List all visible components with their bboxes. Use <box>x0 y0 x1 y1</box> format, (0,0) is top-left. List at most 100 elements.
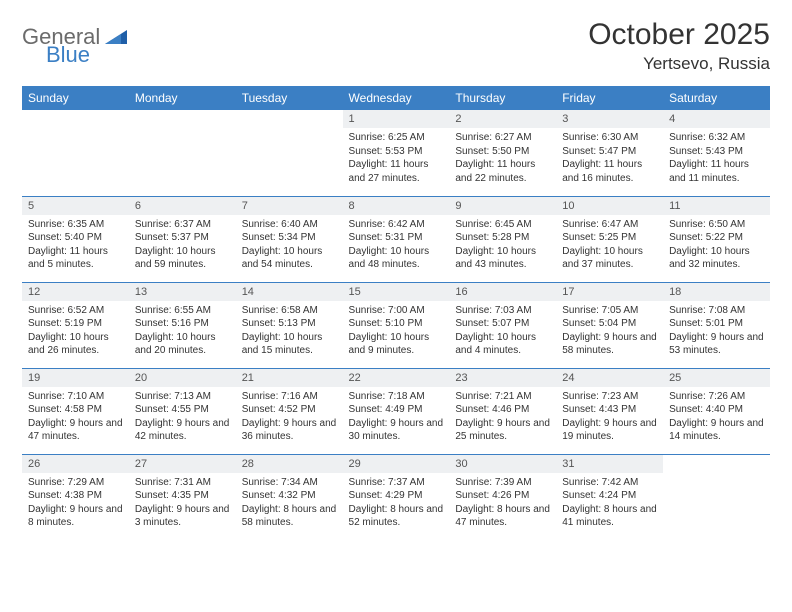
day-number: 17 <box>556 283 663 301</box>
day-data: Sunrise: 6:47 AMSunset: 5:25 PMDaylight:… <box>556 215 663 277</box>
day-header: Monday <box>129 86 236 110</box>
day-number: 26 <box>22 455 129 473</box>
sunrise-text: Sunrise: 6:40 AM <box>242 218 337 232</box>
day-number: 20 <box>129 369 236 387</box>
day-number: 9 <box>449 197 556 215</box>
day-data: Sunrise: 7:34 AMSunset: 4:32 PMDaylight:… <box>236 473 343 535</box>
day-number: 11 <box>663 197 770 215</box>
day-data: Sunrise: 7:29 AMSunset: 4:38 PMDaylight:… <box>22 473 129 535</box>
calendar-cell: 1Sunrise: 6:25 AMSunset: 5:53 PMDaylight… <box>343 110 450 196</box>
sunset-text: Sunset: 4:26 PM <box>455 489 550 503</box>
sunset-text: Sunset: 4:49 PM <box>349 403 444 417</box>
sunrise-text: Sunrise: 6:52 AM <box>28 304 123 318</box>
daylight-text: Daylight: 9 hours and 19 minutes. <box>562 417 657 444</box>
sunrise-text: Sunrise: 6:37 AM <box>135 218 230 232</box>
sunset-text: Sunset: 4:35 PM <box>135 489 230 503</box>
calendar-cell <box>22 110 129 196</box>
sunrise-text: Sunrise: 7:34 AM <box>242 476 337 490</box>
sunrise-text: Sunrise: 6:42 AM <box>349 218 444 232</box>
day-data: Sunrise: 6:32 AMSunset: 5:43 PMDaylight:… <box>663 128 770 190</box>
calendar-cell: 4Sunrise: 6:32 AMSunset: 5:43 PMDaylight… <box>663 110 770 196</box>
calendar-cell: 8Sunrise: 6:42 AMSunset: 5:31 PMDaylight… <box>343 196 450 282</box>
day-data: Sunrise: 7:13 AMSunset: 4:55 PMDaylight:… <box>129 387 236 449</box>
daylight-text: Daylight: 8 hours and 41 minutes. <box>562 503 657 530</box>
day-number: 28 <box>236 455 343 473</box>
day-number: 14 <box>236 283 343 301</box>
sunrise-text: Sunrise: 6:30 AM <box>562 131 657 145</box>
calendar-cell: 18Sunrise: 7:08 AMSunset: 5:01 PMDayligh… <box>663 282 770 368</box>
daylight-text: Daylight: 11 hours and 11 minutes. <box>669 158 764 185</box>
calendar-cell: 28Sunrise: 7:34 AMSunset: 4:32 PMDayligh… <box>236 454 343 540</box>
sunset-text: Sunset: 5:22 PM <box>669 231 764 245</box>
sunrise-text: Sunrise: 6:50 AM <box>669 218 764 232</box>
calendar-cell: 30Sunrise: 7:39 AMSunset: 4:26 PMDayligh… <box>449 454 556 540</box>
day-number: 5 <box>22 197 129 215</box>
day-data: Sunrise: 7:37 AMSunset: 4:29 PMDaylight:… <box>343 473 450 535</box>
calendar-cell: 21Sunrise: 7:16 AMSunset: 4:52 PMDayligh… <box>236 368 343 454</box>
sunset-text: Sunset: 5:43 PM <box>669 145 764 159</box>
sunrise-text: Sunrise: 6:45 AM <box>455 218 550 232</box>
day-data: Sunrise: 6:45 AMSunset: 5:28 PMDaylight:… <box>449 215 556 277</box>
day-data: Sunrise: 6:25 AMSunset: 5:53 PMDaylight:… <box>343 128 450 190</box>
sunrise-text: Sunrise: 7:03 AM <box>455 304 550 318</box>
sunset-text: Sunset: 5:28 PM <box>455 231 550 245</box>
calendar-cell: 14Sunrise: 6:58 AMSunset: 5:13 PMDayligh… <box>236 282 343 368</box>
daylight-text: Daylight: 11 hours and 22 minutes. <box>455 158 550 185</box>
daylight-text: Daylight: 10 hours and 26 minutes. <box>28 331 123 358</box>
sunrise-text: Sunrise: 6:32 AM <box>669 131 764 145</box>
sunset-text: Sunset: 5:25 PM <box>562 231 657 245</box>
sunset-text: Sunset: 5:47 PM <box>562 145 657 159</box>
logo-text-blue: Blue <box>46 42 90 67</box>
sunset-text: Sunset: 5:40 PM <box>28 231 123 245</box>
daylight-text: Daylight: 9 hours and 3 minutes. <box>135 503 230 530</box>
day-number: 2 <box>449 110 556 128</box>
daylight-text: Daylight: 9 hours and 30 minutes. <box>349 417 444 444</box>
daylight-text: Daylight: 11 hours and 27 minutes. <box>349 158 444 185</box>
sunset-text: Sunset: 5:13 PM <box>242 317 337 331</box>
sunset-text: Sunset: 5:16 PM <box>135 317 230 331</box>
day-data: Sunrise: 7:00 AMSunset: 5:10 PMDaylight:… <box>343 301 450 363</box>
sunrise-text: Sunrise: 7:31 AM <box>135 476 230 490</box>
sunrise-text: Sunrise: 7:26 AM <box>669 390 764 404</box>
day-data: Sunrise: 7:10 AMSunset: 4:58 PMDaylight:… <box>22 387 129 449</box>
calendar-row: 12Sunrise: 6:52 AMSunset: 5:19 PMDayligh… <box>22 282 770 368</box>
daylight-text: Daylight: 10 hours and 4 minutes. <box>455 331 550 358</box>
day-data: Sunrise: 7:31 AMSunset: 4:35 PMDaylight:… <box>129 473 236 535</box>
daylight-text: Daylight: 10 hours and 15 minutes. <box>242 331 337 358</box>
daylight-text: Daylight: 11 hours and 16 minutes. <box>562 158 657 185</box>
calendar-cell: 11Sunrise: 6:50 AMSunset: 5:22 PMDayligh… <box>663 196 770 282</box>
calendar-cell: 9Sunrise: 6:45 AMSunset: 5:28 PMDaylight… <box>449 196 556 282</box>
logo-triangle-icon <box>105 26 127 49</box>
day-data: Sunrise: 6:30 AMSunset: 5:47 PMDaylight:… <box>556 128 663 190</box>
day-data: Sunrise: 6:58 AMSunset: 5:13 PMDaylight:… <box>236 301 343 363</box>
day-number: 31 <box>556 455 663 473</box>
sunset-text: Sunset: 5:04 PM <box>562 317 657 331</box>
day-number: 19 <box>22 369 129 387</box>
calendar-cell: 6Sunrise: 6:37 AMSunset: 5:37 PMDaylight… <box>129 196 236 282</box>
daylight-text: Daylight: 10 hours and 20 minutes. <box>135 331 230 358</box>
sunrise-text: Sunrise: 7:37 AM <box>349 476 444 490</box>
day-number: 15 <box>343 283 450 301</box>
sunset-text: Sunset: 5:37 PM <box>135 231 230 245</box>
sunrise-text: Sunrise: 6:55 AM <box>135 304 230 318</box>
calendar-cell <box>236 110 343 196</box>
calendar-cell: 31Sunrise: 7:42 AMSunset: 4:24 PMDayligh… <box>556 454 663 540</box>
calendar-cell: 10Sunrise: 6:47 AMSunset: 5:25 PMDayligh… <box>556 196 663 282</box>
day-data: Sunrise: 7:26 AMSunset: 4:40 PMDaylight:… <box>663 387 770 449</box>
day-data: Sunrise: 6:35 AMSunset: 5:40 PMDaylight:… <box>22 215 129 277</box>
daylight-text: Daylight: 9 hours and 14 minutes. <box>669 417 764 444</box>
sunrise-text: Sunrise: 6:25 AM <box>349 131 444 145</box>
day-number: 24 <box>556 369 663 387</box>
daylight-text: Daylight: 9 hours and 36 minutes. <box>242 417 337 444</box>
day-header: Friday <box>556 86 663 110</box>
day-number: 13 <box>129 283 236 301</box>
daylight-text: Daylight: 8 hours and 47 minutes. <box>455 503 550 530</box>
daylight-text: Daylight: 11 hours and 5 minutes. <box>28 245 123 272</box>
sunset-text: Sunset: 5:10 PM <box>349 317 444 331</box>
day-header: Wednesday <box>343 86 450 110</box>
calendar-row: 26Sunrise: 7:29 AMSunset: 4:38 PMDayligh… <box>22 454 770 540</box>
day-number: 16 <box>449 283 556 301</box>
day-number: 6 <box>129 197 236 215</box>
sunrise-text: Sunrise: 7:39 AM <box>455 476 550 490</box>
sunrise-text: Sunrise: 7:18 AM <box>349 390 444 404</box>
